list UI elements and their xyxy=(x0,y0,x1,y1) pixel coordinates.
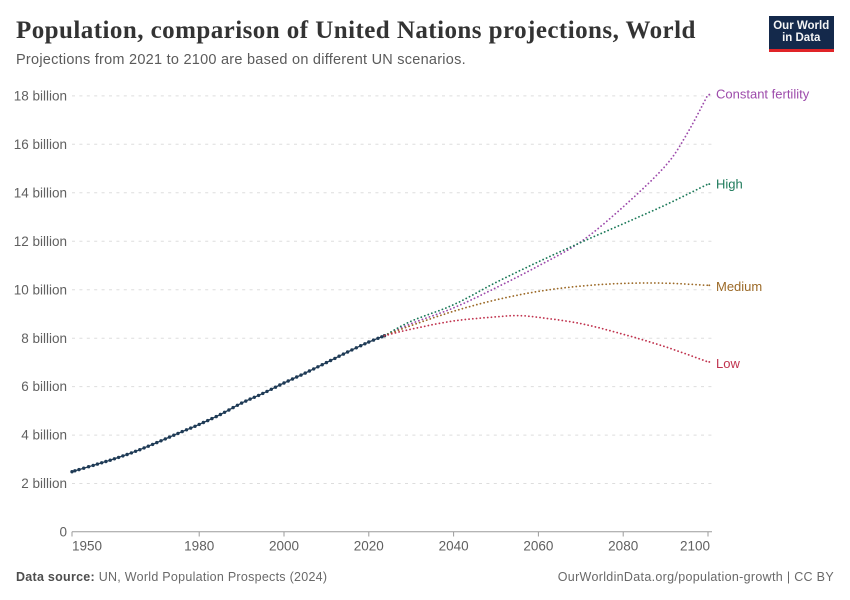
svg-text:8 billion: 8 billion xyxy=(21,331,67,346)
svg-text:0: 0 xyxy=(59,524,67,539)
svg-text:Low: Low xyxy=(716,356,740,371)
svg-text:16 billion: 16 billion xyxy=(14,137,67,152)
svg-text:Medium: Medium xyxy=(716,279,762,294)
svg-text:High: High xyxy=(716,177,743,192)
svg-text:12 billion: 12 billion xyxy=(14,234,67,249)
svg-text:4 billion: 4 billion xyxy=(21,428,67,443)
svg-text:10 billion: 10 billion xyxy=(14,282,67,297)
svg-text:2060: 2060 xyxy=(523,539,553,554)
svg-text:2080: 2080 xyxy=(608,539,638,554)
svg-text:1950: 1950 xyxy=(72,539,102,554)
svg-text:2020: 2020 xyxy=(354,539,384,554)
svg-text:18 billion: 18 billion xyxy=(14,89,67,104)
svg-text:2000: 2000 xyxy=(269,539,299,554)
svg-text:14 billion: 14 billion xyxy=(14,185,67,200)
svg-text:Constant fertility: Constant fertility xyxy=(716,87,810,102)
svg-text:6 billion: 6 billion xyxy=(21,379,67,394)
svg-text:2100: 2100 xyxy=(680,539,710,554)
svg-text:2040: 2040 xyxy=(439,539,469,554)
svg-text:1980: 1980 xyxy=(184,539,214,554)
svg-text:2 billion: 2 billion xyxy=(21,476,67,491)
